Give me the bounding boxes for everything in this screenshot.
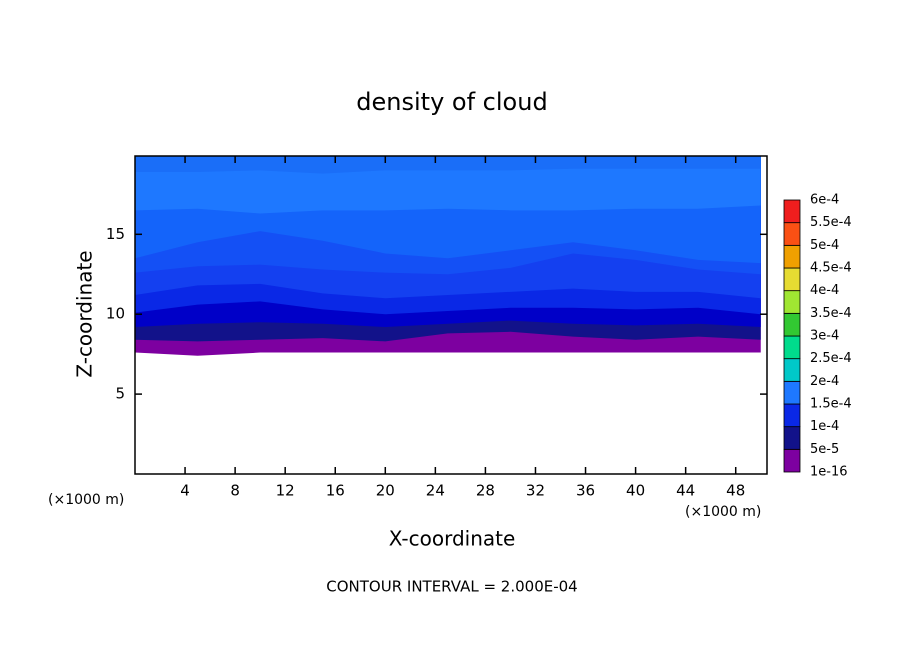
colorbar-box (783, 426, 801, 450)
x-tick-label: 16 (326, 482, 345, 500)
colorbar-label: 6e-4 (810, 193, 839, 208)
colorbar-label: 2.5e-4 (810, 351, 852, 366)
contour-field (135, 156, 761, 356)
plot-frame (134, 155, 768, 475)
colorbar-box (783, 199, 801, 224)
colorbar-box (783, 403, 801, 428)
colorbar-label: 4e-4 (810, 283, 839, 298)
y-tick-label: 15 (106, 225, 125, 243)
colorbar-box (783, 380, 801, 405)
x-unit-right: (×1000 m) (685, 504, 761, 520)
x-unit-left: (×1000 m) (48, 492, 124, 508)
y-axis-label: Z-coordinate (73, 250, 97, 377)
colorbar-label: 1.5e-4 (810, 397, 852, 412)
x-tick-label: 4 (180, 482, 190, 500)
x-tick-label: 36 (576, 482, 595, 500)
colorbar-box (783, 358, 801, 382)
footer: CONTOUR INTERVAL = 2.000E-04 (326, 578, 577, 596)
colorbar-label: 2e-4 (810, 374, 839, 389)
x-tick-label: 44 (676, 482, 695, 500)
colorbar-box (783, 448, 801, 473)
x-tick-label: 8 (230, 482, 240, 500)
x-tick-label: 24 (426, 482, 445, 500)
colorbar-box (783, 267, 801, 292)
colorbar-box (783, 244, 801, 269)
colorbar-label: 4.5e-4 (810, 261, 852, 276)
colorbar-label: 5.5e-4 (810, 215, 852, 230)
colorbar-label: 3e-4 (810, 329, 839, 344)
x-tick-label: 28 (476, 482, 495, 500)
x-tick-label: 32 (526, 482, 545, 500)
chart-title: density of cloud (356, 88, 547, 116)
colorbar-box (783, 335, 801, 360)
x-axis-label: X-coordinate (389, 527, 516, 551)
colorbar-box (783, 290, 801, 314)
colorbar-label: 3.5e-4 (810, 306, 852, 321)
x-tick-label: 12 (276, 482, 295, 500)
colorbar-box (783, 222, 801, 246)
y-tick-label: 5 (115, 385, 125, 403)
x-tick-label: 40 (626, 482, 645, 500)
colorbar-label: 5e-5 (810, 442, 839, 457)
colorbar-box (783, 312, 801, 337)
contour-band (135, 156, 761, 174)
colorbar-label: 1e-4 (810, 419, 839, 434)
x-tick-label: 20 (376, 482, 395, 500)
colorbar-label: 5e-4 (810, 238, 839, 253)
y-tick-label: 10 (106, 305, 125, 323)
x-tick-label: 48 (726, 482, 745, 500)
colorbar-label: 1e-16 (810, 465, 848, 480)
